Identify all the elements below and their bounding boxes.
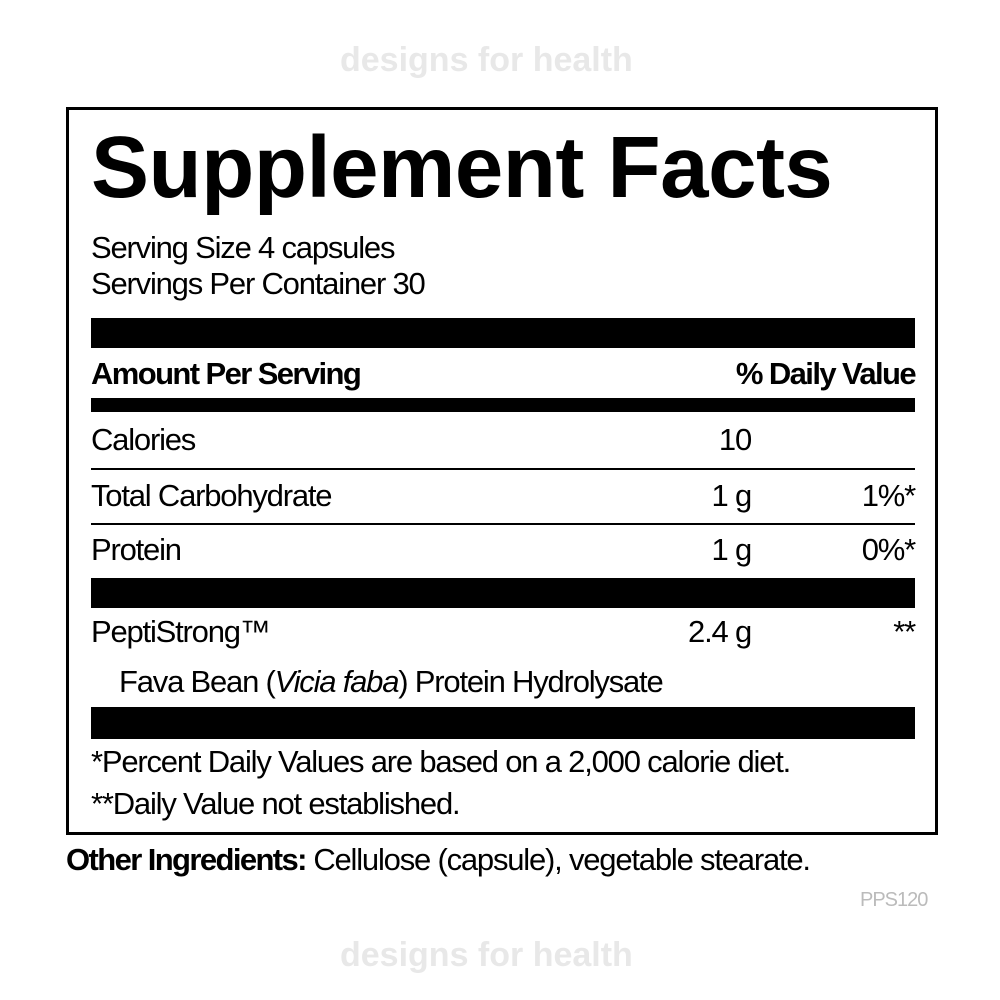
latin-name: Vicia faba xyxy=(274,664,400,699)
row-calories-name: Calories xyxy=(91,422,196,457)
row-protein-dv: 0%* xyxy=(861,532,916,567)
other-ingredients-label: Other Ingredients: xyxy=(66,842,308,877)
row-protein-name: Protein xyxy=(91,532,182,567)
product-code: PPS120 xyxy=(860,889,928,911)
thin-divider xyxy=(91,523,915,525)
servings-per-container: Servings Per Container 30 xyxy=(91,266,426,301)
ingredient-text: Fava Bean ( xyxy=(119,664,276,699)
watermark: designs for health xyxy=(340,41,633,79)
row-calories-amount: 10 xyxy=(718,422,752,457)
ingredient-text: ) Protein Hydrolysate xyxy=(398,664,663,699)
supplement-facts-panel: Supplement Facts Serving Size 4 capsules… xyxy=(66,107,938,835)
footnote-daily-values: *Percent Daily Values are based on a 2,0… xyxy=(91,744,791,779)
amount-per-serving-header: Amount Per Serving xyxy=(91,356,362,391)
panel-title: Supplement Facts xyxy=(91,119,833,216)
blend-ingredient: Fava Bean (Vicia faba) Protein Hydrolysa… xyxy=(119,664,664,700)
thick-divider xyxy=(91,707,915,739)
watermark: designs for health xyxy=(340,936,633,974)
row-carbohydrate-amount: 1 g xyxy=(711,478,753,513)
row-protein-amount: 1 g xyxy=(711,532,753,567)
medium-divider xyxy=(91,398,915,412)
blend-amount: 2.4 g xyxy=(688,614,752,649)
row-carbohydrate-name: Total Carbohydrate xyxy=(91,478,333,513)
blend-name: PeptiStrong™ xyxy=(91,614,271,649)
serving-size: Serving Size 4 capsules xyxy=(91,230,395,265)
daily-value-header: % Daily Value xyxy=(735,356,917,391)
thick-divider xyxy=(91,318,915,348)
other-ingredients-text: Cellulose (capsule), vegetable stearate. xyxy=(305,842,811,877)
blend-dv: ** xyxy=(893,614,916,649)
row-carbohydrate-dv: 1%* xyxy=(861,478,916,513)
other-ingredients: Other Ingredients: Cellulose (capsule), … xyxy=(66,842,811,878)
thin-divider xyxy=(91,468,915,470)
footnote-not-established: **Daily Value not established. xyxy=(91,786,461,821)
thick-divider xyxy=(91,578,915,608)
